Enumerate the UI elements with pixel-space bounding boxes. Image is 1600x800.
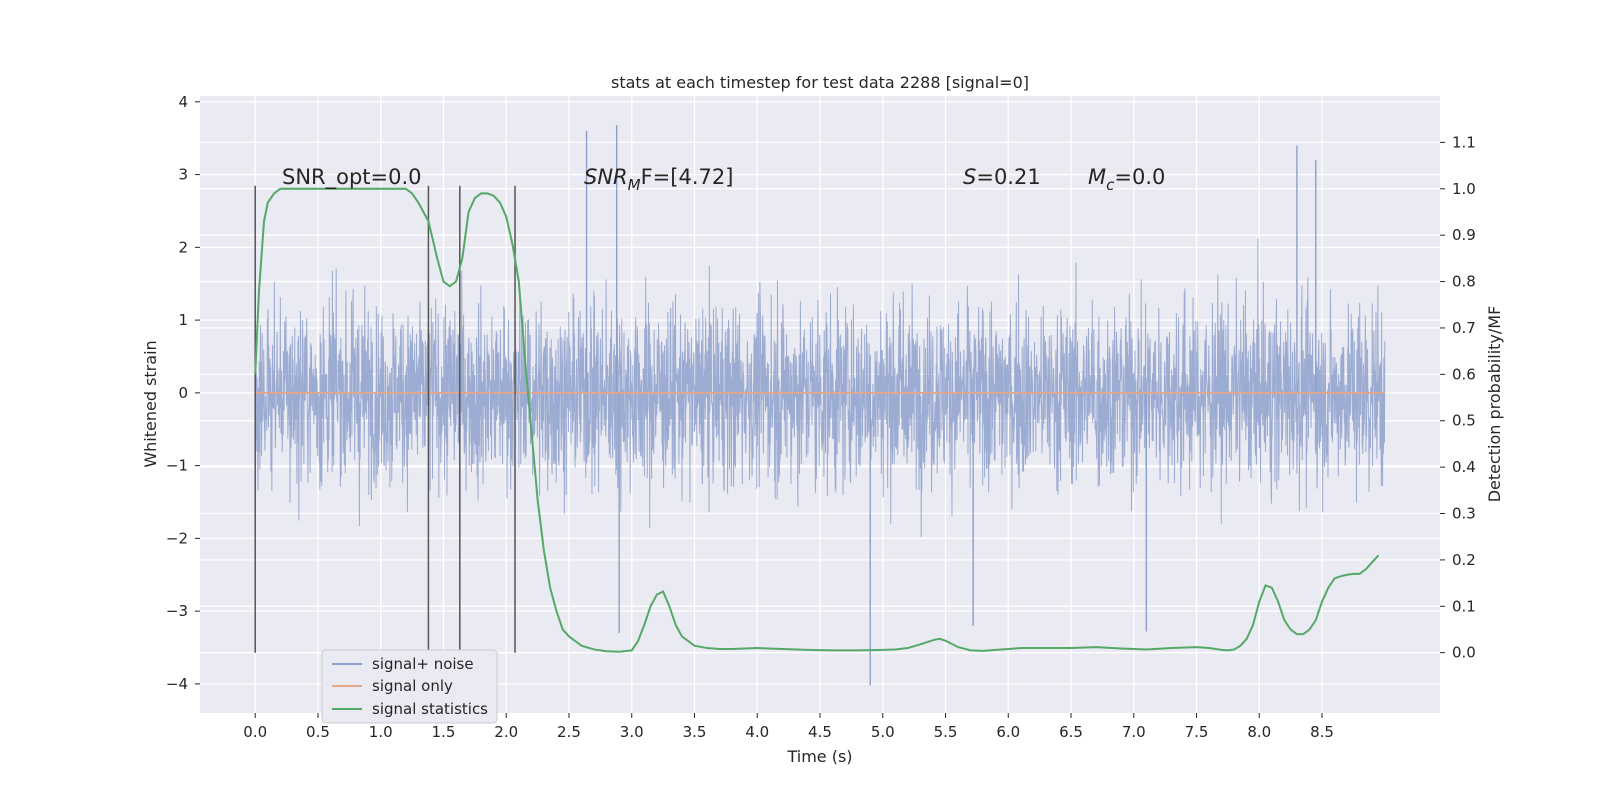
x-axis-label: Time (s)	[786, 747, 852, 766]
annotation-snr-opt: SNR_opt=0.0	[282, 165, 422, 190]
x-tick-label: 4.5	[808, 723, 832, 741]
x-tick-label: 4.0	[745, 723, 769, 741]
y-tick-label: 1	[178, 311, 188, 329]
y-tick-label: −4	[166, 675, 188, 693]
y2-tick-label: 0.5	[1452, 412, 1476, 430]
x-tick-label: 7.0	[1122, 723, 1146, 741]
x-tick-label: 7.5	[1185, 723, 1209, 741]
annotation-mc: Mc=0.0	[1088, 165, 1165, 194]
x-tick-label: 3.5	[683, 723, 707, 741]
x-tick-label: 2.5	[557, 723, 581, 741]
chart-title: stats at each timestep for test data 228…	[611, 73, 1029, 92]
x-tick-label: 8.0	[1247, 723, 1271, 741]
y-axis-label: Whitened strain	[141, 340, 160, 467]
series-signal-plus-noise	[254, 125, 1386, 686]
noise-trace	[254, 238, 1386, 538]
legend-box	[321, 649, 498, 724]
x-tick-label: 2.0	[494, 723, 518, 741]
y-tick-label: −3	[166, 602, 188, 620]
x-tick-label: 1.5	[432, 723, 456, 741]
x-axis-ticks: 0.0 0.5 1.0 1.5 2.0 2.5 3.0 3.5 4.0 4.5 5.0 5.5 6.0 6…	[243, 713, 1334, 741]
y2-tick-label: 0.4	[1452, 458, 1476, 476]
y2-tick-label: 0.9	[1452, 226, 1476, 244]
y2-axis-label: Detection probability/MF	[1485, 306, 1504, 503]
y-tick-label: −1	[166, 457, 188, 475]
y2-tick-label: 0.3	[1452, 505, 1476, 523]
legend: signal+ noise signal only signal statist…	[321, 649, 498, 724]
y2-axis-ticks: 0.0 0.1 0.2 0.3 0.4 0.5 0.6 0.7 0.8 0.9 1.0 1.1	[1440, 133, 1476, 662]
y2-tick-label: 1.0	[1452, 180, 1476, 198]
y-tick-label: 0	[178, 384, 188, 402]
y-tick-label: 2	[178, 238, 188, 256]
annotation-snr-mf: SNRMF=[4.72]	[584, 165, 733, 194]
x-tick-label: 5.5	[934, 723, 958, 741]
x-tick-label: 0.0	[243, 723, 267, 741]
y-tick-label: −2	[166, 529, 188, 547]
y2-tick-label: 0.2	[1452, 551, 1476, 569]
y2-tick-label: 0.7	[1452, 319, 1476, 337]
legend-label-signal-plus-noise: signal+ noise	[372, 655, 474, 673]
x-tick-label: 8.5	[1310, 723, 1334, 741]
y2-tick-label: 0.6	[1452, 365, 1476, 383]
y-axis-ticks: 4 3 2 1 0 −1 −2 −3 −4	[166, 93, 200, 693]
y2-tick-label: 0.0	[1452, 644, 1476, 662]
y2-tick-label: 0.8	[1452, 273, 1476, 291]
x-tick-label: 0.5	[306, 723, 330, 741]
x-tick-label: 5.0	[871, 723, 895, 741]
x-tick-label: 6.0	[996, 723, 1020, 741]
x-tick-label: 6.5	[1059, 723, 1083, 741]
y2-tick-label: 1.1	[1452, 133, 1476, 151]
series-signal-statistics	[254, 187, 1380, 653]
y-tick-label: 4	[178, 93, 188, 111]
legend-label-signal-only: signal only	[372, 677, 453, 695]
x-tick-label: 1.0	[369, 723, 393, 741]
x-tick-label: 3.0	[620, 723, 644, 741]
annotation-s: S=0.21	[963, 165, 1041, 189]
y2-tick-label: 0.1	[1452, 597, 1476, 615]
legend-label-signal-statistics: signal statistics	[372, 700, 488, 718]
y-tick-label: 3	[178, 166, 188, 184]
